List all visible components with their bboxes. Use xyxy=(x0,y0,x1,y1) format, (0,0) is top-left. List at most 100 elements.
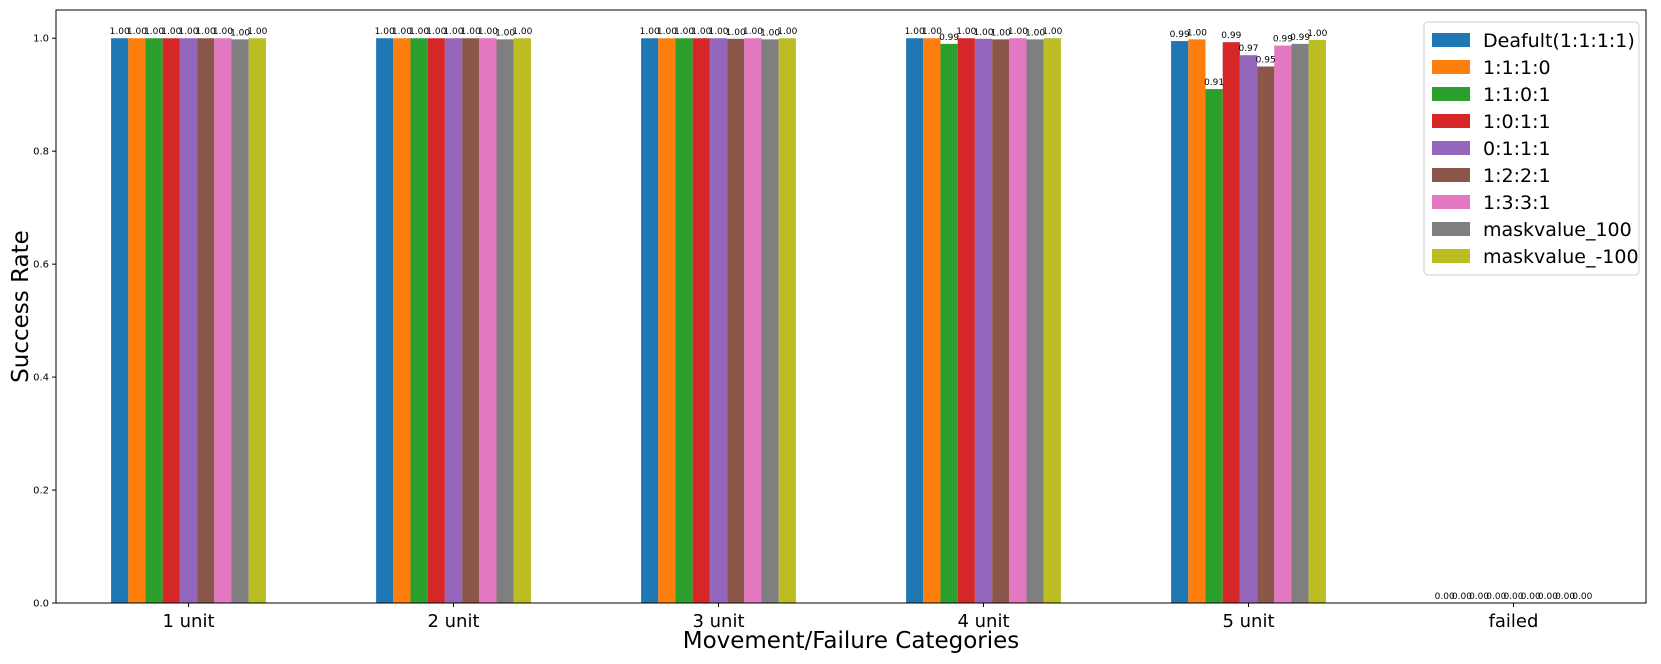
bar-value-label: 1.00 xyxy=(461,27,481,37)
bar xyxy=(444,38,463,603)
bar-value-label: 1.00 xyxy=(495,28,515,38)
bar-value-label: 1.00 xyxy=(691,27,711,37)
bar xyxy=(778,38,796,603)
plot-frame xyxy=(55,9,1647,604)
bar-value-label: 0.95 xyxy=(1256,55,1276,65)
bar xyxy=(1205,89,1223,604)
y-tick-label: 0.8 xyxy=(33,147,49,158)
legend-entry-label: 1:1:1:0 xyxy=(1483,57,1551,79)
legend-entry-label: 0:1:1:1 xyxy=(1483,138,1551,160)
bar-value-label: 1.00 xyxy=(708,27,728,37)
bar xyxy=(1188,39,1206,604)
bar xyxy=(974,38,993,603)
bar xyxy=(496,39,514,604)
legend-entry-label: 1:1:0:1 xyxy=(1483,84,1551,106)
bar-value-label: 1.00 xyxy=(127,27,147,37)
legend-swatch xyxy=(1432,141,1470,155)
bar-value-label: 0.99 xyxy=(1290,33,1310,43)
legend-swatch xyxy=(1432,60,1470,74)
y-tick-label: 0.2 xyxy=(33,486,49,497)
y-tick-label: 1.0 xyxy=(33,34,49,45)
y-tick-label: 0.4 xyxy=(33,373,49,384)
bar xyxy=(128,38,146,603)
bar xyxy=(940,43,958,603)
bar-value-label: 1.00 xyxy=(178,27,198,37)
bar xyxy=(1043,38,1061,603)
legend-swatch xyxy=(1432,195,1470,209)
bar-value-label: 1.00 xyxy=(922,27,942,37)
bar-value-label: 1.00 xyxy=(161,27,181,37)
bar xyxy=(641,38,659,603)
bar xyxy=(231,39,249,604)
legend-swatch xyxy=(1432,249,1470,263)
bar-value-label: 1.00 xyxy=(196,27,216,37)
bar xyxy=(427,38,445,603)
x-axis: 1 unit 2 unit 3 unit 4 unit 5 unit failed xyxy=(162,603,1538,632)
bar xyxy=(761,39,779,604)
bar xyxy=(1009,38,1027,603)
bar xyxy=(957,38,975,603)
bar-value-label: 1.00 xyxy=(392,27,412,37)
bar-value-label: 1.00 xyxy=(247,27,267,37)
bar xyxy=(410,38,428,603)
bar xyxy=(727,38,745,603)
bar xyxy=(162,38,180,603)
bar xyxy=(179,38,198,603)
bar xyxy=(1291,43,1309,603)
x-tick-label: failed xyxy=(1489,611,1539,632)
bar-value-label: 1.00 xyxy=(409,27,429,37)
legend-entry-label: Deafult(1:1:1:1) xyxy=(1483,30,1635,52)
bar xyxy=(709,38,728,603)
bar xyxy=(393,38,411,603)
bars-layer xyxy=(111,38,1326,604)
bar-value-label: 0.99 xyxy=(1170,30,1190,40)
bar-value-label: 1.00 xyxy=(743,27,763,37)
bar-value-label: 0.97 xyxy=(1238,44,1258,54)
bar xyxy=(214,38,232,603)
bar xyxy=(692,38,710,603)
bar-value-label: 1.00 xyxy=(905,27,925,37)
bar-value-label: 1.00 xyxy=(973,28,993,38)
bar-value-label: 1.00 xyxy=(956,27,976,37)
bar xyxy=(658,38,676,603)
bar xyxy=(1026,39,1044,604)
legend-swatch xyxy=(1432,87,1470,101)
legend-swatch xyxy=(1432,33,1470,47)
bar-value-label: 1.00 xyxy=(1187,28,1207,38)
bar xyxy=(906,38,924,603)
bar xyxy=(145,38,163,603)
legend: Deafult(1:1:1:1) 1:1:1:0 1:1:0:1 1:0:1:1 0:1… xyxy=(1423,21,1640,276)
bar-value-label: 0.00 xyxy=(1452,592,1472,602)
bar-value-label: 0.91 xyxy=(1204,78,1224,88)
bar-value-label: 1.00 xyxy=(110,27,130,37)
bar xyxy=(248,38,266,603)
bar-value-label: 0.00 xyxy=(1486,592,1506,602)
y-axis-title: Success Rate xyxy=(8,230,34,383)
bar xyxy=(513,38,531,603)
bar-value-label: 1.00 xyxy=(1008,27,1028,37)
bar-value-label: 1.00 xyxy=(230,28,250,38)
x-tick-label: 5 unit xyxy=(1222,611,1274,632)
bar-value-label: 0.00 xyxy=(1521,592,1541,602)
bar xyxy=(675,38,693,603)
bar-value-label: 0.99 xyxy=(1273,35,1293,45)
y-tick-label: 0.0 xyxy=(33,599,49,610)
y-tick-label: 0.6 xyxy=(33,260,49,271)
bar-value-label: 1.00 xyxy=(760,28,780,38)
bar-value-label: 0.99 xyxy=(1221,31,1241,41)
legend-swatch xyxy=(1432,168,1470,182)
legend-swatch xyxy=(1432,222,1470,236)
legend-entry-label: 1:2:2:1 xyxy=(1483,165,1551,187)
x-tick-label: 2 unit xyxy=(427,611,479,632)
bar-value-label: 0.00 xyxy=(1555,592,1575,602)
bar-value-label: 0.99 xyxy=(939,33,959,43)
bar xyxy=(1308,39,1326,604)
bar xyxy=(111,38,129,603)
bar xyxy=(923,38,941,603)
bar xyxy=(992,39,1010,604)
bar xyxy=(1171,41,1189,604)
legend-entry-label: maskvalue_100 xyxy=(1483,219,1632,241)
bar-value-label: 1.00 xyxy=(726,28,746,38)
legend-entry-label: maskvalue_-100 xyxy=(1483,246,1639,268)
